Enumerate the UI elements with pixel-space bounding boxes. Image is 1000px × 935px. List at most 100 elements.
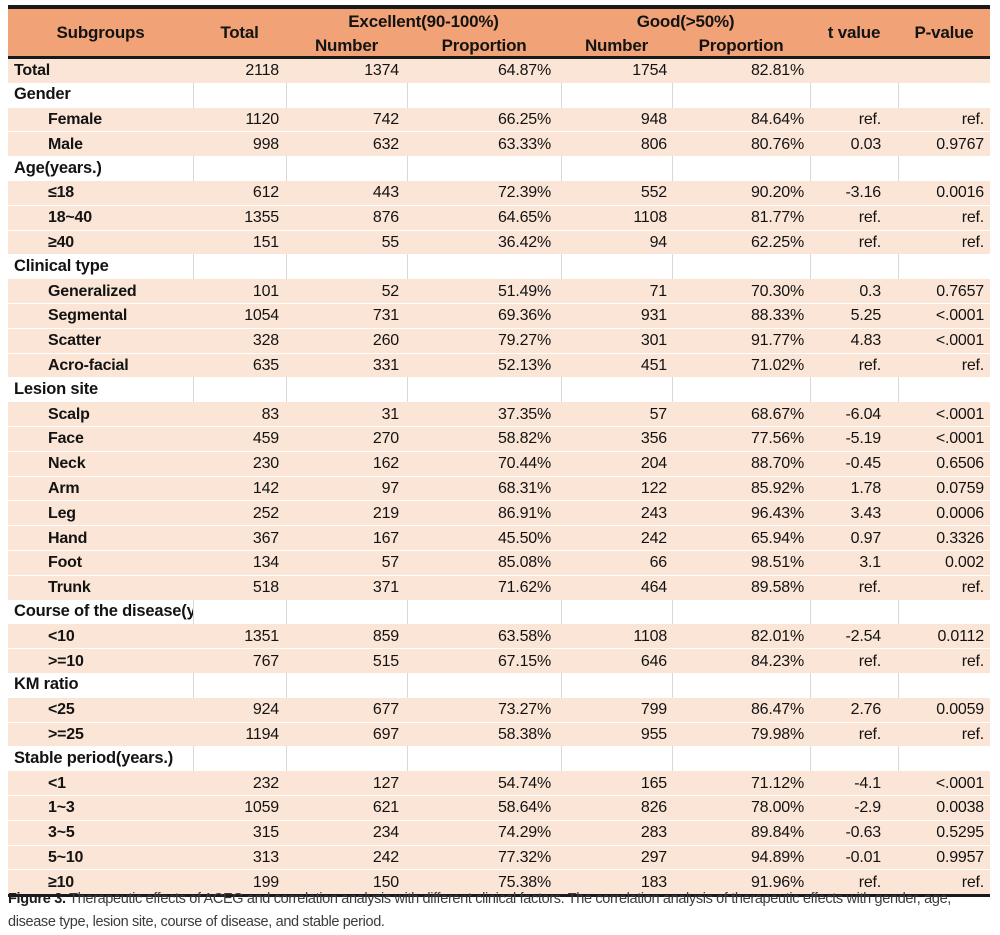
cell-good-number xyxy=(560,82,673,108)
row-label: Male xyxy=(8,131,193,157)
row-label: >=25 xyxy=(8,721,193,747)
table-row: 5~10 313 242 77.32% 297 94.89% -0.01 0.9… xyxy=(8,844,991,870)
cell-total: 2118 xyxy=(193,56,286,83)
table-row: Arm 142 97 68.31% 122 85.92% 1.78 0.0759 xyxy=(8,475,991,501)
row-label: 3~5 xyxy=(8,819,193,845)
row-label: 18~40 xyxy=(8,204,193,231)
cell-total: 635 xyxy=(193,352,286,378)
cell-excellent-proportion: 70.44% xyxy=(407,450,562,477)
cell-excellent-proportion: 69.36% xyxy=(407,302,562,329)
cell-excellent-number: 167 xyxy=(286,525,407,551)
row-label: 5~10 xyxy=(8,844,193,870)
cell-p-value xyxy=(897,82,991,108)
cell-p-value: 0.0059 xyxy=(898,696,991,723)
cell-t-value: 0.03 xyxy=(810,131,899,157)
cell-t-value xyxy=(809,254,899,279)
cell-excellent-proportion: 51.49% xyxy=(407,278,562,304)
cell-good-proportion xyxy=(671,599,811,624)
cell-p-value xyxy=(897,377,991,402)
cell-excellent-number: 97 xyxy=(286,475,407,501)
cell-t-value: ref. xyxy=(810,352,899,378)
cell-p-value: <.0001 xyxy=(898,302,991,329)
cell-excellent-number: 443 xyxy=(286,179,407,206)
cell-total: 1351 xyxy=(193,623,286,649)
cell-excellent-number: 260 xyxy=(286,327,407,354)
row-label: <1 xyxy=(8,770,193,796)
cell-excellent-proportion xyxy=(406,377,562,402)
table-row: ≤18 612 443 72.39% 552 90.20% -3.16 0.00… xyxy=(8,179,991,206)
cell-total: 134 xyxy=(193,549,286,576)
cell-t-value: -4.1 xyxy=(810,770,899,796)
cell-good-number xyxy=(560,254,673,279)
cell-total: 101 xyxy=(193,278,286,304)
row-label: Scatter xyxy=(8,327,193,354)
cell-total: 232 xyxy=(193,770,286,796)
cell-total: 1355 xyxy=(193,204,286,231)
cell-excellent-number: 31 xyxy=(286,401,407,427)
table-row: Total 2118 1374 64.87% 1754 82.81% xyxy=(8,56,991,83)
cell-good-proportion xyxy=(671,254,811,279)
cell-excellent-proportion: 86.91% xyxy=(407,500,562,526)
table-row: Lesion site xyxy=(8,377,991,402)
table-row: Scatter 328 260 79.27% 301 91.77% 4.83 <… xyxy=(8,327,991,354)
cell-good-proportion: 94.89% xyxy=(672,844,811,870)
row-label: Segmental xyxy=(8,302,193,329)
table-row: Segmental 1054 731 69.36% 931 88.33% 5.2… xyxy=(8,302,991,329)
cell-t-value xyxy=(809,599,899,624)
cell-excellent-number xyxy=(285,746,407,771)
cell-total: 998 xyxy=(193,131,286,157)
table-body: Total 2118 1374 64.87% 1754 82.81% Gende… xyxy=(8,56,991,896)
table-row: Generalized 101 52 51.49% 71 70.30% 0.3 … xyxy=(8,278,991,304)
cell-t-value: 0.97 xyxy=(810,525,899,551)
cell-excellent-proportion xyxy=(406,82,562,108)
cell-good-number: 931 xyxy=(561,302,673,329)
cell-p-value: 0.0759 xyxy=(898,475,991,501)
cell-excellent-number xyxy=(285,82,407,108)
cell-excellent-number: 52 xyxy=(286,278,407,304)
cell-excellent-number: 57 xyxy=(286,549,407,576)
cell-total xyxy=(192,377,286,402)
row-label: Stable period(years.) xyxy=(8,746,193,771)
figure-caption-tag: Figure 3. xyxy=(8,891,66,907)
cell-good-proportion xyxy=(671,672,811,698)
cell-good-number: 71 xyxy=(561,278,673,304)
row-label: Arm xyxy=(8,475,193,501)
cell-good-number: 948 xyxy=(561,106,673,132)
cell-t-value: 4.83 xyxy=(810,327,899,354)
cell-p-value: ref. xyxy=(898,869,991,896)
cell-excellent-number: 127 xyxy=(286,770,407,796)
header-good-number: Number xyxy=(561,35,673,58)
cell-total: 924 xyxy=(193,696,286,723)
cell-t-value: -0.63 xyxy=(810,819,899,845)
cell-excellent-proportion: 63.33% xyxy=(407,131,562,157)
cell-good-proportion: 62.25% xyxy=(672,229,811,255)
cell-p-value: <.0001 xyxy=(898,401,991,427)
cell-good-proportion xyxy=(671,377,811,402)
cell-p-value: 0.3326 xyxy=(898,525,991,551)
cell-good-number: 464 xyxy=(561,574,673,600)
header-p-value: P-value xyxy=(898,7,991,58)
cell-p-value: <.0001 xyxy=(898,327,991,354)
table-row: Stable period(years.) xyxy=(8,746,991,771)
cell-t-value: ref. xyxy=(810,106,899,132)
cell-good-number xyxy=(560,377,673,402)
cell-p-value: ref. xyxy=(898,106,991,132)
table-row: 1~3 1059 621 58.64% 826 78.00% -2.9 0.00… xyxy=(8,794,991,821)
cell-good-proportion: 88.33% xyxy=(672,302,811,329)
cell-p-value: 0.0006 xyxy=(898,500,991,526)
cell-t-value: 3.1 xyxy=(810,549,899,576)
cell-good-proportion: 85.92% xyxy=(672,475,811,501)
cell-good-number: 1108 xyxy=(561,623,673,649)
cell-good-number: 806 xyxy=(561,131,673,157)
table-row: >=25 1194 697 58.38% 955 79.98% ref. ref… xyxy=(8,721,991,747)
cell-good-number: 826 xyxy=(561,794,673,821)
table-row: Clinical type xyxy=(8,254,991,279)
cell-excellent-number: 731 xyxy=(286,302,407,329)
cell-excellent-number xyxy=(285,672,407,698)
cell-good-number: 799 xyxy=(561,696,673,723)
cell-good-proportion: 88.70% xyxy=(672,450,811,477)
cell-t-value: 0.3 xyxy=(810,278,899,304)
cell-excellent-proportion: 67.15% xyxy=(407,648,562,673)
cell-good-proportion: 81.77% xyxy=(672,204,811,231)
cell-excellent-number xyxy=(285,377,407,402)
